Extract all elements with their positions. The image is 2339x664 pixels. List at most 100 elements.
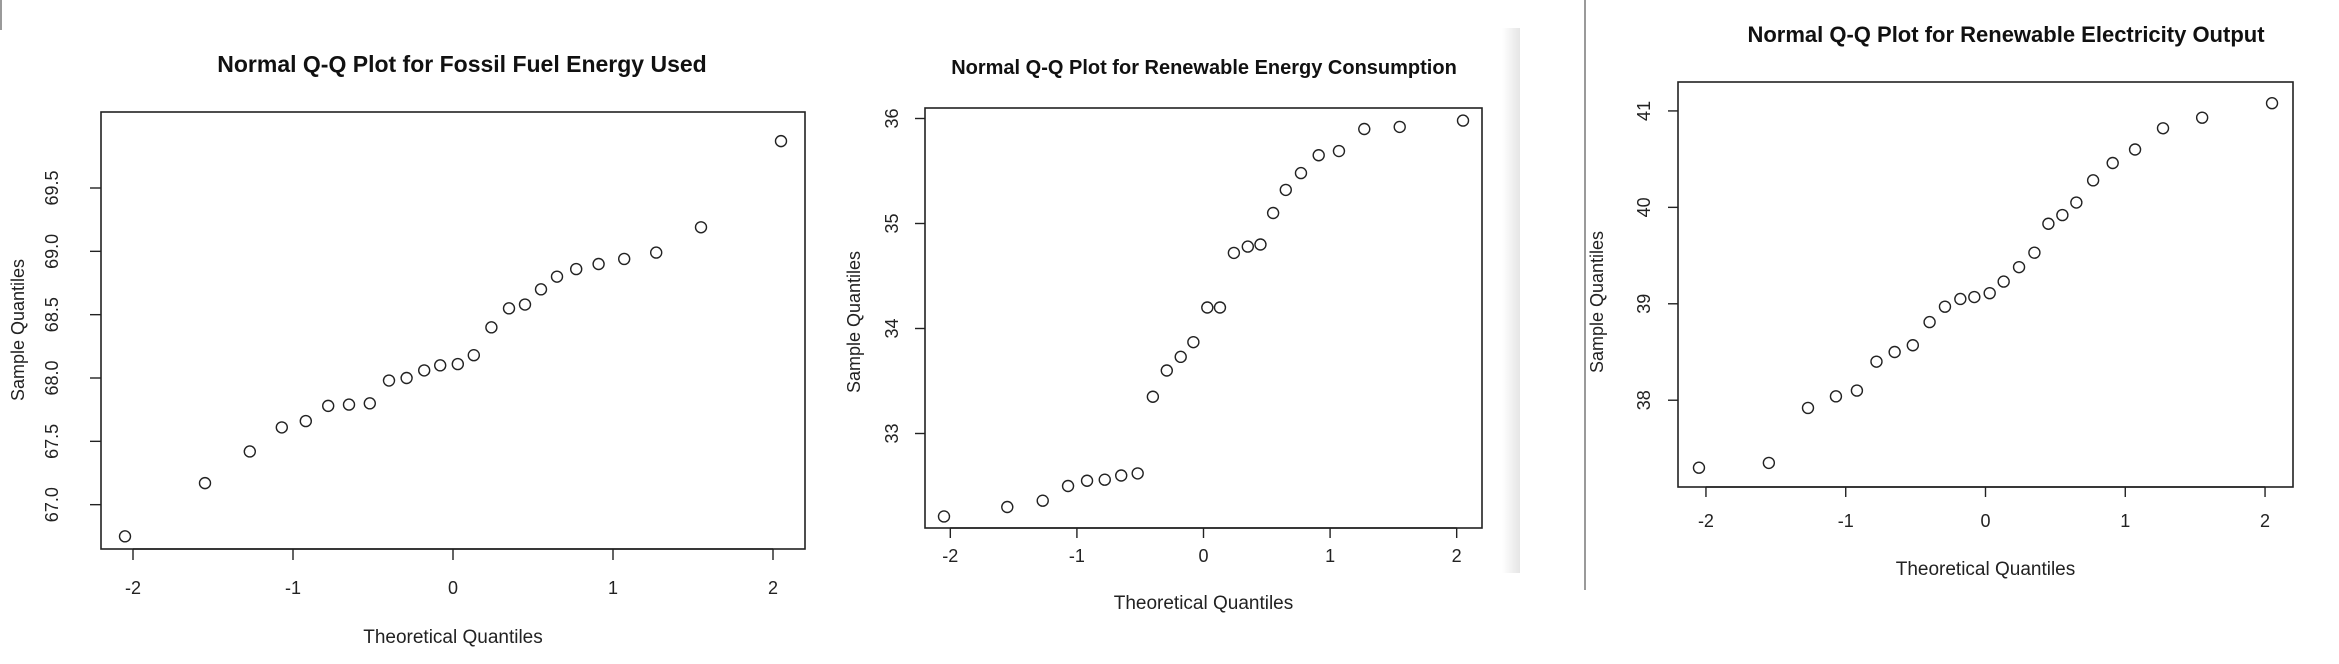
y-tick-label: 69.5 [42,170,62,205]
data-point [1801,401,1815,415]
data-point [1061,479,1075,493]
chart-title: Normal Q-Q Plot for Renewable Electricit… [1747,22,2265,47]
data-point [570,262,583,276]
data-point [2106,156,2119,170]
y-axis-label: Sample Quantiles [1587,231,1607,373]
plot-frame [100,111,806,550]
data-point [1266,206,1280,220]
x-tick-label: -1 [285,578,301,598]
data-point [518,298,532,311]
data-point [1983,286,1996,300]
data-point [1312,149,1325,162]
data-point [1131,467,1144,480]
data-point [1294,166,1308,180]
data-point [1850,384,1864,397]
data-point [1201,301,1214,314]
data-point [1923,315,1936,329]
data-point [1279,183,1292,197]
qq-plot-panel: Normal Q-Q Plot for Fossil Fuel Energy U… [8,51,806,648]
data-point [118,530,132,543]
data-point [451,357,464,371]
data-point [1358,122,1371,136]
plot-frame [1677,81,2294,488]
x-tick-label: 1 [1325,546,1335,566]
chart-title: Normal Q-Q Plot for Fossil Fuel Energy U… [217,51,706,77]
x-tick-label: 2 [768,578,778,598]
data-point [618,252,631,266]
panel-divider-left [0,0,2,30]
y-tick-label: 39 [1634,294,1654,314]
x-tick-label: 1 [608,578,618,598]
qq-plot-panel: Normal Q-Q Plot for Renewable Electricit… [1587,22,2294,580]
y-tick-label: 68.5 [42,297,62,332]
x-axis-label: Theoretical Quantiles [1896,559,2076,580]
data-point [1241,240,1255,253]
data-point [2265,97,2279,110]
plot-frame [924,107,1483,529]
data-point [2028,246,2041,259]
data-point [342,398,356,411]
data-point [400,371,413,385]
data-point [2086,174,2100,187]
data-point [2070,196,2083,209]
x-tick-label: -2 [1698,511,1714,531]
x-tick-label: -1 [1838,511,1854,531]
data-point [694,221,708,234]
data-point [1254,238,1267,251]
data-point [275,421,288,434]
x-tick-label: 1 [2120,511,2130,531]
data-point [1997,275,2010,288]
data-point [418,364,431,377]
data-point [774,134,788,148]
x-tick-label: 0 [448,578,458,598]
data-point [1036,494,1049,507]
data-point [550,270,564,283]
data-point [243,445,257,458]
y-axis-label: Sample Quantiles [8,259,28,401]
data-point [937,510,951,523]
x-axis-label: Theoretical Quantiles [1114,593,1294,614]
data-point [592,257,605,271]
data-point [1080,474,1094,487]
panel-divider-right [1584,0,1586,590]
data-point [1762,456,1776,470]
chart-title: Normal Q-Q Plot for Renewable Energy Con… [951,57,1457,79]
data-point [1870,355,1883,368]
data-point [650,246,663,259]
y-tick-label: 36 [882,108,902,128]
data-point [1001,500,1014,514]
y-tick-label: 67.0 [42,487,62,522]
y-tick-label: 35 [882,213,902,233]
x-tick-label: 2 [2260,511,2270,531]
data-point [322,399,335,413]
y-axis-label: Sample Quantiles [844,251,864,393]
data-point [1968,290,1981,304]
data-point [1906,339,1920,352]
y-tick-label: 38 [1634,390,1654,410]
data-point [363,397,376,410]
data-point [2042,217,2055,230]
data-point [1227,246,1241,260]
data-point [2012,260,2026,274]
y-tick-label: 68.0 [42,360,62,395]
data-point [434,359,447,372]
data-point [1213,301,1227,314]
data-point [1456,114,1470,127]
x-tick-label: -1 [1069,546,1085,566]
data-point [1146,390,1160,403]
panel-shadow-middle [1502,28,1520,573]
x-tick-label: -2 [125,578,141,598]
qq-plot-panel: Normal Q-Q Plot for Renewable Energy Con… [844,57,1483,614]
data-point [1393,120,1406,134]
data-point [1829,390,1843,403]
data-point [534,283,548,296]
data-point [1174,350,1187,364]
data-point [1954,292,1967,306]
data-point [1098,473,1111,486]
x-axis-label: Theoretical Quantiles [363,627,543,648]
data-point [1160,364,1173,377]
y-tick-label: 41 [1634,101,1654,121]
data-point [485,321,498,334]
data-point [2156,122,2170,135]
